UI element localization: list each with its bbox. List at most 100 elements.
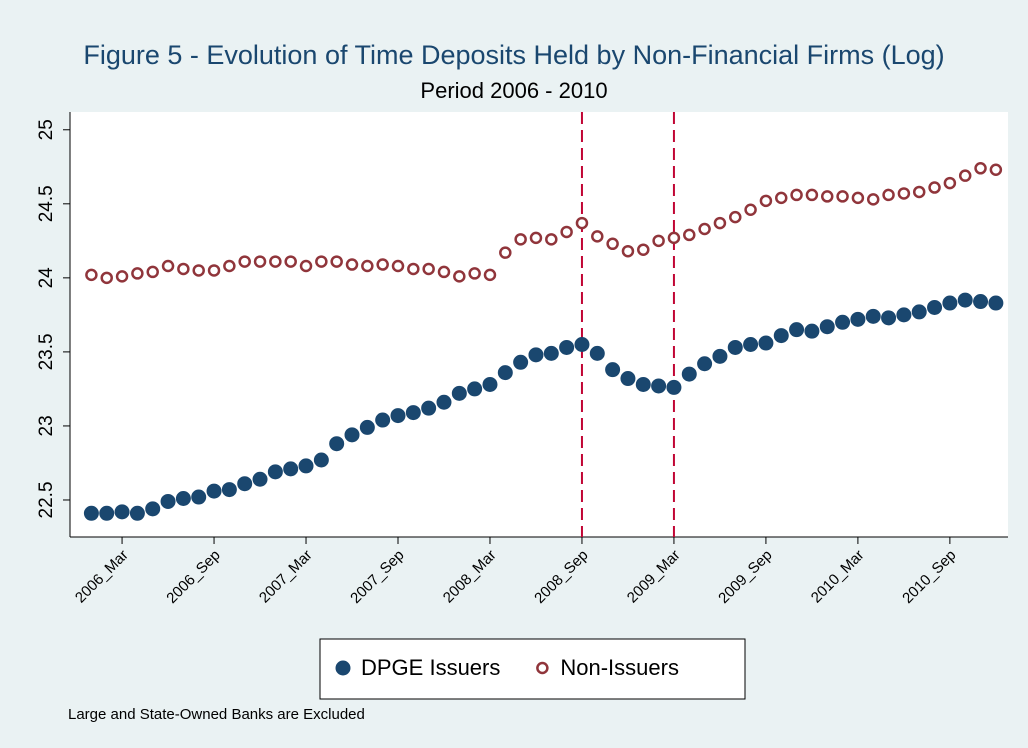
data-point [712,348,728,364]
legend-marker [335,660,351,676]
data-point [559,339,575,355]
data-point [989,163,1003,177]
data-point [575,216,589,230]
data-point [237,476,253,492]
note: Large and State-Owned Banks are Excluded [68,706,365,723]
data-point [359,419,375,435]
data-point [759,194,773,208]
data-point [528,347,544,363]
data-point [161,259,175,273]
data-point [436,394,452,410]
data-point [697,356,713,372]
data-point [589,345,605,361]
data-point [836,190,849,203]
data-point [192,264,205,277]
data-point [129,505,145,521]
data-point [329,436,345,452]
data-point [713,216,727,230]
data-point [667,231,681,245]
data-point [835,314,851,330]
data-point [361,259,374,273]
data-point [666,379,682,395]
data-point [651,378,667,394]
data-point [681,366,697,382]
y-tick-label: 24 [36,267,57,289]
data-point [146,265,159,279]
data-point [943,176,957,190]
data-point [267,464,283,480]
data-point [574,336,590,352]
data-point [376,258,389,271]
data-point [514,233,527,246]
data-point [223,259,236,273]
data-point [131,267,144,280]
data-point [83,505,99,521]
data-point [497,365,513,381]
data-point [114,504,130,520]
legend-label: DPGE Issuers [361,655,500,680]
data-point [652,234,665,248]
data-point [499,246,512,259]
data-point [698,222,711,236]
data-point [482,376,498,392]
data-point [912,185,926,199]
data-point [896,307,912,323]
data-point [313,452,329,468]
y-tick-label: 23 [36,415,57,436]
data-point [391,259,405,273]
data-point [283,461,299,477]
data-point [284,255,297,268]
data-point [790,188,803,202]
y-tick-label: 22.5 [36,481,57,518]
data-point [344,427,360,443]
data-point [957,292,973,308]
data-point [865,308,881,324]
data-point [819,319,835,335]
data-point [422,262,435,276]
data-point [545,233,558,246]
data-point [942,295,958,311]
data-point [315,255,328,268]
data-point [897,187,911,200]
chart-subtitle: Period 2006 - 2010 [420,78,607,103]
data-point [513,354,529,370]
data-point [927,299,943,315]
y-tick-label: 24.5 [36,185,57,222]
data-point [851,191,865,205]
data-point [330,255,343,268]
data-point [973,294,989,310]
data-point [483,268,497,282]
data-point [804,323,820,339]
data-point [253,255,267,268]
chart-title: Figure 5 - Evolution of Time Deposits He… [83,40,944,70]
data-point [221,482,237,498]
data-point [743,336,759,352]
data-point [421,400,437,416]
data-point [881,310,897,326]
y-tick-label: 23.5 [36,333,57,370]
data-point [437,265,451,279]
data-point [252,471,268,487]
data-point [758,335,774,351]
data-point [145,501,161,517]
data-point [789,322,805,338]
data-point [207,264,221,277]
data-point [621,244,635,258]
data-point [100,271,113,285]
data-point [390,408,406,424]
data-point [375,412,391,428]
data-point [345,258,359,271]
data-point [206,483,222,499]
data-point [451,385,467,401]
data-point [191,489,207,505]
data-point [453,270,466,283]
data-point [911,304,927,320]
legend-label: Non-Issuers [560,655,679,680]
data-point [773,328,789,344]
data-point [160,493,176,509]
y-tick-label: 25 [36,119,57,140]
data-point [269,255,282,268]
data-point [177,262,190,276]
data-point [775,191,788,205]
data-point [866,193,880,206]
